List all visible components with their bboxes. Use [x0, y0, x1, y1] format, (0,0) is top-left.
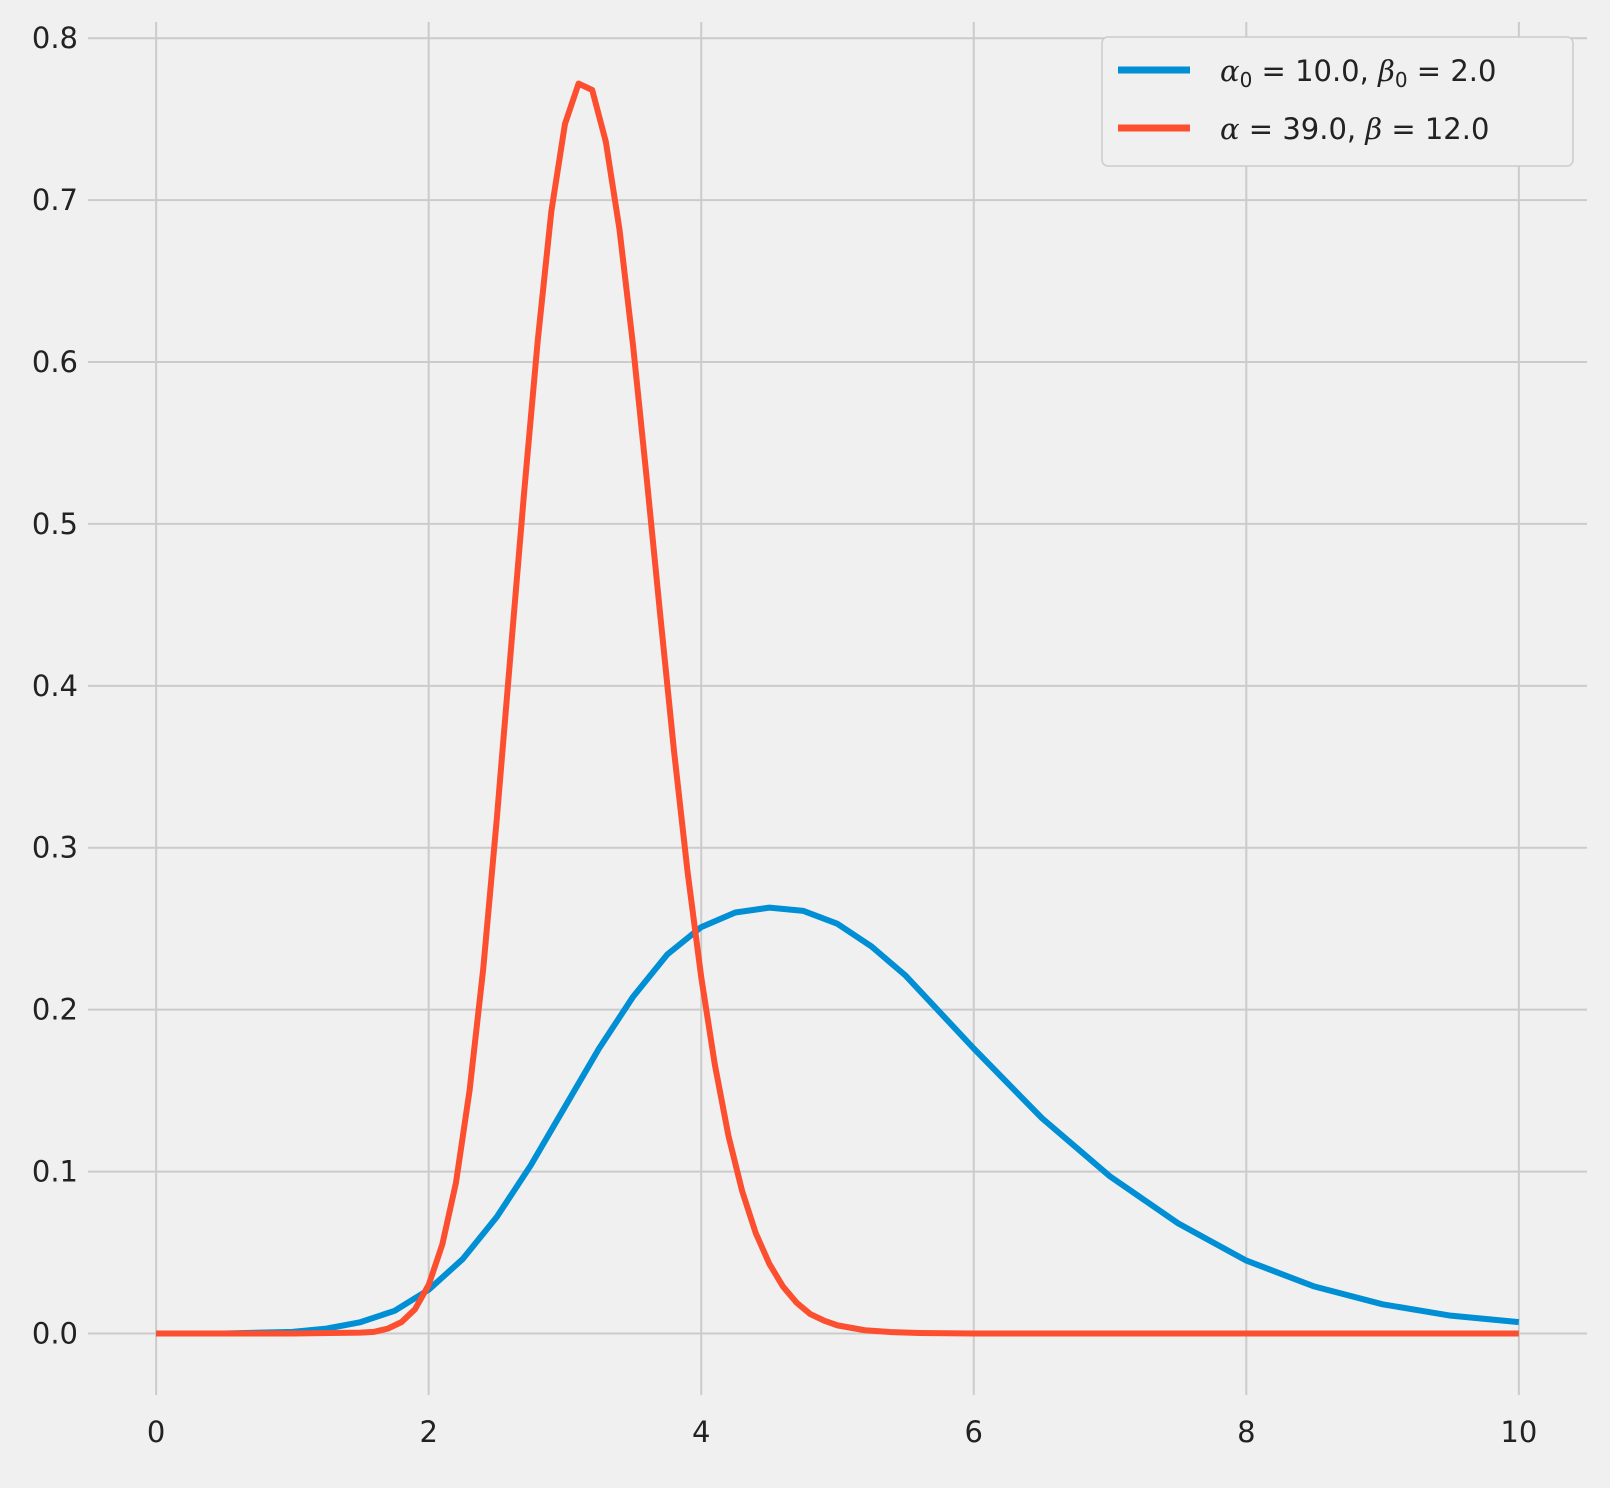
legend: α0 = 10.0, β0 = 2.0 α = 39.0, β = 12.0 [1101, 36, 1574, 167]
legend-label-prior: α0 = 10.0, β0 = 2.0 [1220, 54, 1496, 92]
series-line-prior [156, 904, 1520, 1337]
legend-frame [1101, 36, 1574, 167]
x-tick-label: 10 [1500, 1415, 1537, 1449]
y-tick-label: 0.8 [32, 21, 78, 55]
series-group [156, 80, 1520, 1337]
y-tick-label: 0.2 [32, 993, 78, 1027]
y-tick-label: 0.5 [32, 507, 78, 541]
y-axis-ticks: 0.0 0.1 0.2 0.3 0.4 0.5 0.6 0.7 0.8 [32, 21, 78, 1350]
x-tick-label: 0 [147, 1415, 165, 1449]
y-tick-label: 0.0 [32, 1316, 78, 1350]
x-tick-label: 8 [1237, 1415, 1255, 1449]
x-tick-label: 2 [419, 1415, 437, 1449]
series-line-posterior [156, 80, 1519, 1337]
x-tick-label: 4 [692, 1415, 710, 1449]
x-axis-ticks: 0 2 4 6 8 10 [147, 1415, 1537, 1449]
y-tick-label: 0.7 [32, 183, 78, 217]
grid [88, 22, 1587, 1395]
y-tick-label: 0.1 [32, 1155, 78, 1189]
x-tick-label: 6 [965, 1415, 983, 1449]
y-tick-label: 0.6 [32, 345, 78, 379]
legend-label-posterior: α = 39.0, β = 12.0 [1220, 112, 1489, 146]
y-tick-label: 0.3 [32, 831, 78, 865]
y-tick-label: 0.4 [32, 669, 78, 703]
